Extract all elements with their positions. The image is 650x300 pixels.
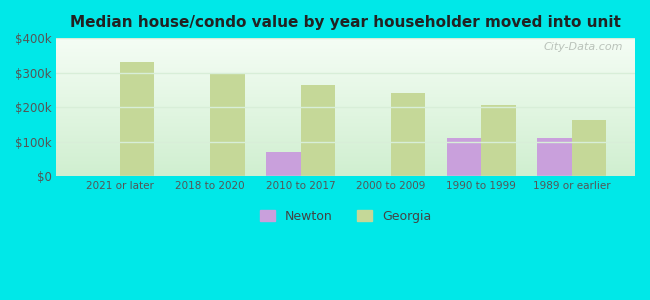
Bar (538, 138, 572, 176)
Bar (447, 138, 482, 176)
Bar (391, 93, 425, 176)
Bar (300, 85, 335, 176)
Title: Median house/condo value by year householder moved into unit: Median house/condo value by year househo… (70, 15, 621, 30)
Bar (482, 105, 515, 176)
Bar (210, 73, 244, 176)
Bar (266, 152, 300, 176)
Bar (120, 62, 154, 176)
Legend: Newton, Georgia: Newton, Georgia (255, 205, 437, 228)
Text: City-Data.com: City-Data.com (544, 42, 623, 52)
Bar (572, 120, 606, 176)
